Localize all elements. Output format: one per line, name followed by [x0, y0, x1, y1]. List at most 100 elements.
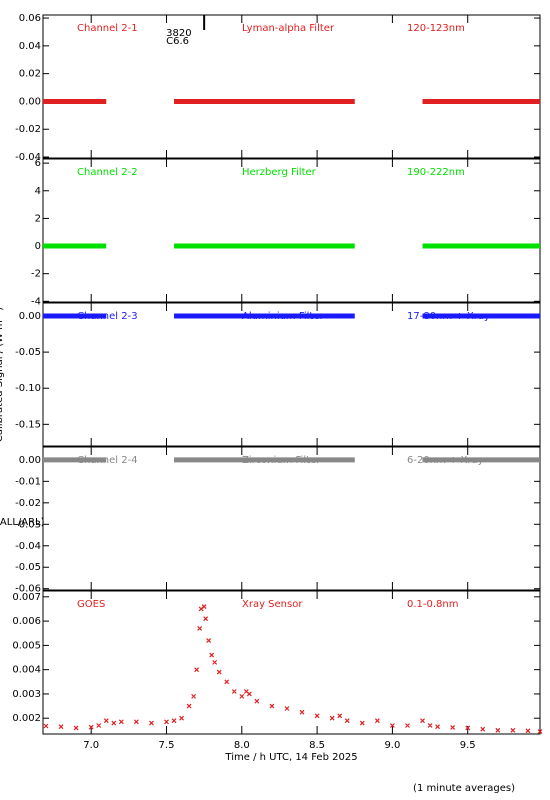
data-point — [465, 725, 471, 731]
data-point — [231, 689, 237, 694]
y-tick-label: 2 — [35, 213, 41, 224]
data-point — [212, 659, 218, 665]
data-point — [164, 719, 169, 725]
panel-label: 0.1-0.8nm — [407, 599, 459, 610]
data-point — [525, 728, 531, 734]
panel-label: Herzberg Filter — [242, 167, 317, 178]
panel-label: Aluminium Filter — [242, 311, 325, 322]
data-point — [314, 713, 320, 719]
data-point — [171, 718, 177, 724]
plot-frame — [42, 158, 541, 303]
y-tick-label: -0.10 — [15, 383, 41, 394]
data-point — [299, 709, 305, 715]
y-tick-label: -0.02 — [15, 124, 41, 135]
data-point — [269, 703, 275, 709]
x-tick-label: 7.0 — [83, 740, 99, 751]
data-point — [191, 693, 197, 699]
data-point — [405, 723, 410, 728]
data-point — [537, 729, 543, 734]
data-point — [206, 638, 212, 643]
y-tick-label: 0.004 — [12, 665, 41, 676]
y-tick-label: 4 — [35, 186, 41, 197]
event-label: C6.6 — [166, 36, 189, 47]
panel-label: Channel 2-1 — [77, 23, 138, 34]
panel-label: 6-20nm + Xray — [407, 455, 484, 466]
y-tick-label: -0.04 — [15, 152, 41, 163]
data-point — [118, 719, 124, 725]
plot-frame — [42, 302, 541, 447]
data-point — [197, 625, 203, 631]
panel-label: Xray Sensor — [242, 599, 303, 610]
data-point — [209, 652, 215, 658]
data-point — [201, 604, 207, 609]
y-tick-label: -0.05 — [15, 562, 41, 573]
x-tick-label: 7.5 — [159, 740, 175, 751]
data-point — [337, 713, 343, 719]
plot-frame — [42, 446, 541, 591]
y-tick-label: 0.005 — [12, 640, 41, 651]
data-point — [88, 724, 94, 730]
data-point — [58, 724, 64, 730]
y-axis-label: Calibrated Signal / (W m⁻²) — [0, 307, 5, 442]
y-tick-label: 0.06 — [19, 13, 41, 24]
panel-label: 120-123nm — [407, 23, 465, 34]
panel-label: Lyman-alpha Filter — [242, 23, 335, 34]
data-point — [96, 723, 102, 728]
y-tick-label: -0.15 — [15, 419, 41, 430]
data-point — [103, 718, 109, 724]
data-point — [359, 720, 365, 726]
event-label: 3820 — [166, 28, 191, 39]
x-tick-label: 9.0 — [384, 740, 400, 751]
y-tick-label: 0.006 — [12, 616, 41, 627]
y-tick-label: 0 — [35, 241, 41, 252]
data-point — [450, 725, 456, 730]
data-point — [224, 679, 230, 685]
data-point — [203, 616, 209, 622]
data-point — [495, 727, 501, 733]
footnote: (1 minute averages) — [413, 783, 515, 794]
data-point — [149, 720, 154, 726]
data-point — [480, 726, 486, 732]
plot-frame — [42, 14, 541, 159]
panel-label: 190-222nm — [407, 167, 465, 178]
data-point — [194, 667, 200, 673]
panel-label: Channel 2-3 — [77, 311, 138, 322]
x-axis-label: Time / h UTC, 14 Feb 2025 — [224, 752, 357, 763]
data-point — [111, 720, 117, 726]
y-tick-label: 0.00 — [19, 455, 41, 466]
x-tick-label: 8.0 — [234, 740, 250, 751]
data-point — [329, 715, 335, 721]
data-point — [179, 715, 184, 721]
y-tick-label: -0.01 — [15, 476, 41, 487]
y-tick-label: 0.02 — [19, 69, 41, 80]
panel-label: 17-80nm + Xray — [407, 311, 490, 322]
y-tick-label: 0.003 — [12, 689, 41, 700]
side-label: (ALL/ARL) — [0, 517, 45, 528]
y-tick-label: 6 — [35, 158, 41, 169]
x-tick-label: 8.5 — [309, 740, 325, 751]
data-point — [246, 691, 252, 697]
data-point — [254, 698, 260, 704]
y-tick-label: -0.04 — [15, 541, 41, 552]
data-point — [284, 706, 290, 711]
plot-frame — [42, 590, 541, 735]
y-tick-label: 0.00 — [19, 96, 41, 107]
data-point — [389, 723, 395, 728]
y-tick-label: -0.02 — [15, 498, 41, 509]
y-tick-label: -0.05 — [15, 347, 41, 358]
panel-label: Channel 2-2 — [77, 167, 138, 178]
data-point — [344, 718, 350, 724]
y-tick-label: -0.06 — [15, 584, 41, 595]
x-tick-label: 9.5 — [460, 740, 476, 751]
data-point — [239, 693, 245, 699]
data-point — [420, 718, 425, 724]
data-point — [374, 718, 380, 724]
data-point — [435, 724, 441, 730]
data-point — [427, 723, 433, 728]
panel-label: Channel 2-4 — [77, 455, 138, 466]
panel-label: GOES — [77, 599, 105, 610]
y-tick-label: 0.007 — [12, 592, 41, 603]
panel-label: Zirconium Filter — [242, 455, 321, 466]
y-tick-label: 0.002 — [12, 713, 41, 724]
